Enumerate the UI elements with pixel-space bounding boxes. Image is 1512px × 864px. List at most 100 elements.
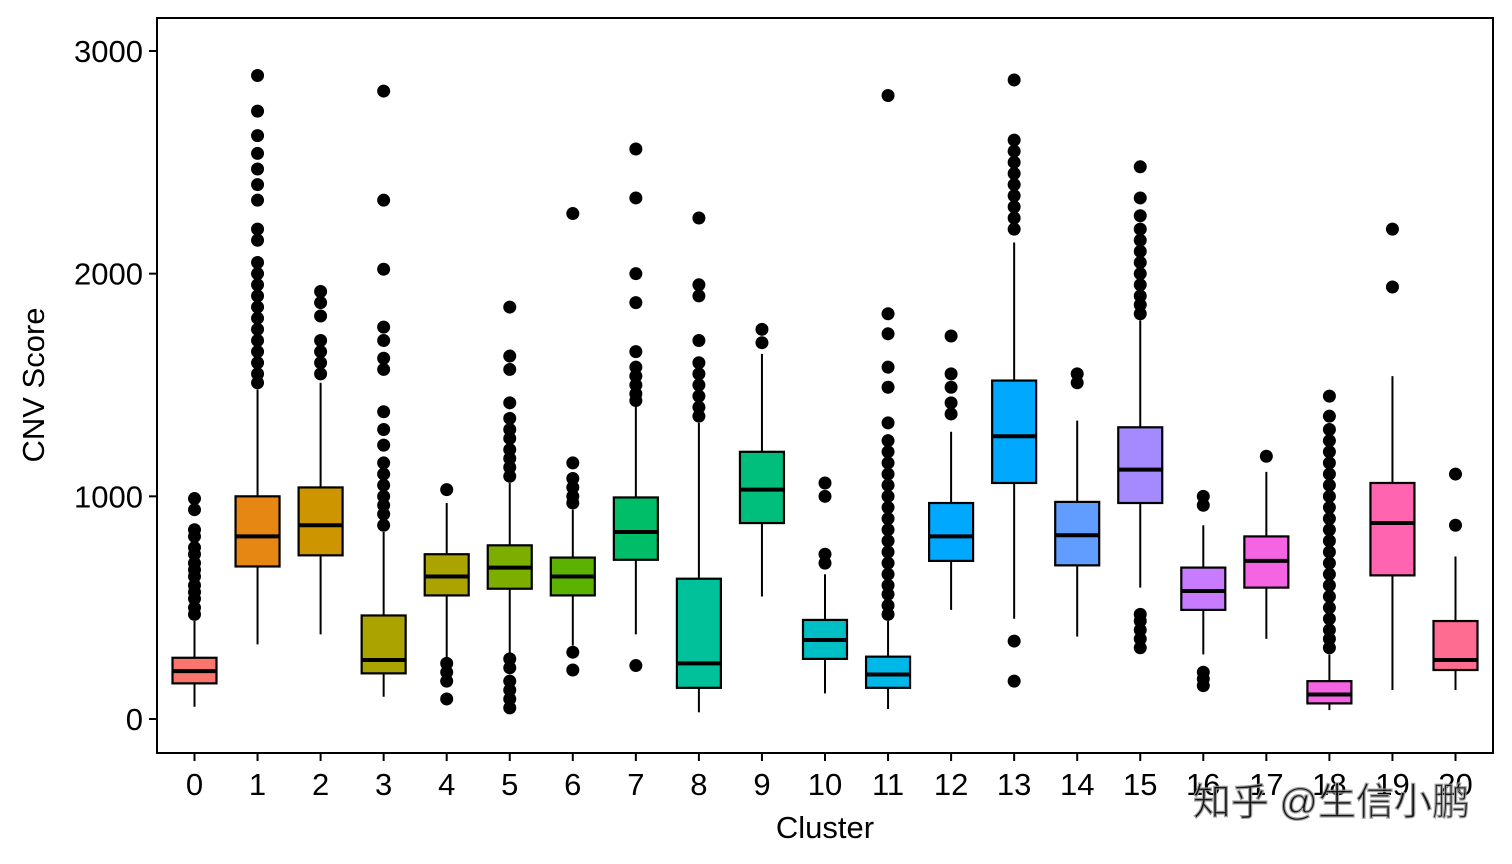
- x-tick-label: 9: [753, 767, 770, 802]
- outlier-point: [1007, 144, 1021, 158]
- outlier-point: [1133, 278, 1147, 292]
- outlier-point: [377, 262, 391, 276]
- outlier-point: [1133, 632, 1147, 646]
- outlier-point: [503, 460, 517, 474]
- x-tick-label: 18: [1312, 767, 1346, 802]
- outlier-point: [251, 289, 265, 303]
- x-axis-label: Cluster: [776, 810, 874, 845]
- outlier-point: [377, 320, 391, 334]
- outlier-point: [1133, 191, 1147, 205]
- outlier-point: [1007, 189, 1021, 203]
- outlier-point: [1322, 489, 1336, 503]
- outlier-point: [629, 267, 643, 281]
- outlier-point: [440, 665, 454, 679]
- iqr-box: [612, 496, 659, 561]
- outlier-point: [1322, 478, 1336, 492]
- outlier-point: [818, 489, 832, 503]
- outlier-point: [1133, 623, 1147, 637]
- outlier-point: [503, 349, 517, 363]
- box-cluster-6: [549, 207, 596, 677]
- outlier-point: [566, 456, 580, 470]
- box-cluster-3: [360, 84, 407, 697]
- box-cluster-8: [675, 211, 723, 713]
- outlier-point: [503, 300, 517, 314]
- outlier-point: [566, 489, 580, 503]
- outlier-point: [1133, 209, 1147, 223]
- outlier-point: [1133, 233, 1147, 247]
- outlier-point: [251, 367, 265, 381]
- outlier-point: [251, 129, 265, 143]
- outlier-point: [314, 296, 328, 310]
- iqr-box: [738, 450, 786, 525]
- outlier-point: [881, 445, 895, 459]
- outlier-point: [1322, 641, 1336, 655]
- outlier-point: [629, 296, 643, 310]
- x-tick-label: 13: [997, 767, 1031, 802]
- outlier-point: [566, 480, 580, 494]
- outlier-point: [629, 360, 643, 374]
- outlier-point: [251, 267, 265, 281]
- outlier-point: [1133, 256, 1147, 270]
- outlier-point: [251, 256, 265, 270]
- outlier-point: [629, 659, 643, 673]
- outlier-point: [314, 345, 328, 359]
- outlier-point: [188, 541, 201, 555]
- outlier-point: [377, 423, 391, 437]
- iqr-box: [675, 577, 723, 689]
- x-tick-label: 1: [249, 767, 266, 802]
- outlier-point: [1259, 449, 1273, 463]
- boxes-group: [171, 68, 1479, 715]
- outlier-point: [629, 191, 643, 205]
- outlier-point: [881, 380, 895, 394]
- iqr-box: [864, 655, 912, 689]
- outlier-point: [188, 503, 201, 517]
- outlier-point: [692, 278, 706, 292]
- iqr-box: [1369, 481, 1416, 577]
- outlier-point: [629, 369, 643, 383]
- iqr-box: [297, 486, 344, 557]
- outlier-point: [1322, 409, 1336, 423]
- outlier-point: [251, 300, 265, 314]
- outlier-point: [503, 396, 517, 410]
- x-tick-label: 20: [1438, 767, 1472, 802]
- outlier-point: [881, 360, 895, 374]
- outlier-point: [503, 411, 517, 425]
- x-tick-label: 7: [627, 767, 644, 802]
- outlier-point: [692, 211, 706, 225]
- outlier-point: [692, 356, 706, 370]
- outlier-point: [1007, 211, 1021, 225]
- iqr-box: [1306, 680, 1353, 705]
- outlier-point: [1007, 133, 1021, 147]
- outlier-point: [692, 400, 706, 414]
- box-cluster-4: [423, 483, 470, 706]
- outlier-point: [251, 311, 265, 325]
- outlier-point: [503, 701, 517, 715]
- outlier-point: [377, 438, 391, 452]
- outlier-point: [881, 607, 895, 621]
- box-cluster-15: [1117, 160, 1164, 655]
- outlier-point: [188, 601, 201, 615]
- iqr-box: [1432, 619, 1479, 672]
- outlier-point: [1196, 489, 1210, 503]
- outlier-point: [251, 162, 265, 176]
- outlier-point: [818, 556, 832, 570]
- outlier-point: [1007, 166, 1021, 180]
- x-tick-label: 10: [808, 767, 842, 802]
- iqr-box: [1117, 426, 1164, 505]
- box-cluster-20: [1432, 467, 1479, 691]
- outlier-point: [377, 489, 391, 503]
- outlier-point: [377, 478, 391, 492]
- outlier-point: [1007, 155, 1021, 169]
- outlier-point: [314, 367, 328, 381]
- outlier-point: [881, 578, 895, 592]
- box-cluster-14: [1054, 367, 1101, 637]
- outlier-point: [1133, 641, 1147, 655]
- outlier-point: [881, 512, 895, 526]
- x-tick-label: 11: [872, 767, 904, 802]
- outlier-point: [377, 362, 391, 376]
- outlier-point: [251, 178, 265, 192]
- outlier-point: [377, 507, 391, 521]
- outlier-point: [503, 443, 517, 457]
- outlier-point: [881, 434, 895, 448]
